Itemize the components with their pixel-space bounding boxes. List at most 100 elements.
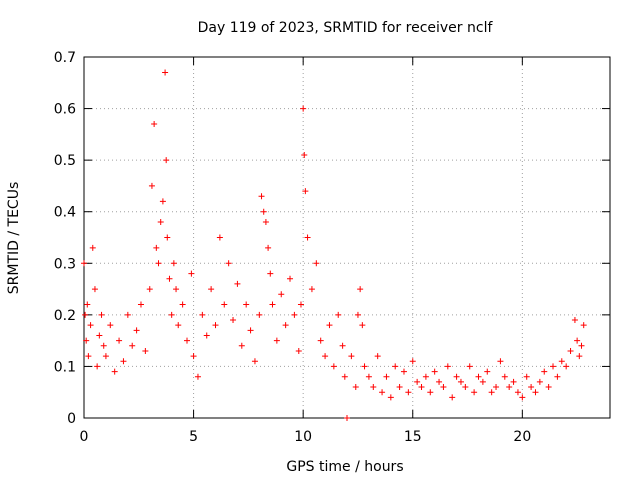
- grid: [84, 57, 610, 418]
- data-point: [322, 353, 329, 360]
- y-tick-label: 0.1: [54, 359, 76, 375]
- data-point: [163, 157, 170, 164]
- data-point: [133, 327, 140, 334]
- data-point: [89, 244, 96, 251]
- data-point: [170, 260, 177, 267]
- data-point: [282, 322, 289, 329]
- chart-title: Day 119 of 2023, SRMTID for receiver ncl…: [198, 20, 494, 36]
- data-point: [302, 188, 309, 195]
- data-point: [422, 373, 429, 380]
- data-point: [580, 322, 587, 329]
- data-point: [173, 286, 180, 293]
- data-point: [260, 208, 267, 215]
- data-point: [418, 384, 425, 391]
- data-point: [523, 373, 530, 380]
- data-point: [479, 378, 486, 385]
- data-point: [212, 322, 219, 329]
- x-tick-label: 15: [404, 429, 422, 445]
- data-point: [317, 337, 324, 344]
- data-point: [100, 342, 107, 349]
- data-point: [151, 121, 158, 128]
- data-point: [107, 322, 114, 329]
- data-point: [159, 198, 166, 205]
- data-point: [471, 389, 478, 396]
- data-point: [341, 373, 348, 380]
- data-point: [278, 291, 285, 298]
- data-point: [414, 378, 421, 385]
- data-point: [308, 286, 315, 293]
- y-axis-label: SRMTID / TECUs: [6, 182, 22, 295]
- data-point: [462, 384, 469, 391]
- data-point: [267, 270, 274, 277]
- data-point: [506, 384, 513, 391]
- data-point: [541, 368, 548, 375]
- data-point: [501, 373, 508, 380]
- data-point: [164, 234, 171, 241]
- data-point: [453, 373, 460, 380]
- data-point: [313, 260, 320, 267]
- data-point: [301, 151, 308, 158]
- data-point: [238, 342, 245, 349]
- data-point: [175, 322, 182, 329]
- data-point: [576, 353, 583, 360]
- data-point: [514, 389, 521, 396]
- data-point: [273, 337, 280, 344]
- data-point: [326, 322, 333, 329]
- data-point: [339, 342, 346, 349]
- data-point: [225, 260, 232, 267]
- data-point: [571, 317, 578, 324]
- axis-ticks: 0 0.1 0.2 0.3 0.4 0.5 0.6 0.7 0 5 10 15 20: [54, 50, 610, 445]
- data-point: [188, 270, 195, 277]
- data-point: [488, 389, 495, 396]
- data-point: [400, 368, 407, 375]
- y-tick-label: 0.7: [54, 50, 76, 66]
- y-tick-label: 0: [67, 411, 76, 427]
- data-point: [251, 358, 258, 365]
- data-point: [194, 373, 201, 380]
- data-point: [374, 353, 381, 360]
- data-point: [137, 301, 144, 308]
- y-tick-label: 0.6: [54, 102, 76, 118]
- data-point: [243, 301, 250, 308]
- data-point: [208, 286, 215, 293]
- data-point: [116, 337, 123, 344]
- data-point: [359, 322, 366, 329]
- y-tick-label: 0.3: [54, 256, 76, 272]
- plot-frame: [83, 56, 611, 419]
- x-tick-label: 5: [189, 429, 198, 445]
- y-tick-label: 0.2: [54, 308, 76, 324]
- y-tick-label: 0.5: [54, 153, 76, 169]
- data-point: [554, 373, 561, 380]
- data-point: [536, 378, 543, 385]
- data-point: [82, 311, 89, 318]
- data-point: [578, 342, 585, 349]
- data-point: [440, 384, 447, 391]
- data-point: [444, 363, 451, 370]
- data-point: [297, 301, 304, 308]
- data-point: [199, 311, 206, 318]
- data-point: [256, 311, 263, 318]
- x-tick-label: 0: [80, 429, 89, 445]
- y-tick-label: 0.4: [54, 205, 76, 221]
- data-point: [352, 384, 359, 391]
- data-point: [203, 332, 210, 339]
- data-point: [124, 311, 131, 318]
- data-point: [558, 358, 565, 365]
- data-point: [330, 363, 337, 370]
- data-point: [98, 311, 105, 318]
- data-points: [81, 69, 587, 421]
- data-point: [179, 301, 186, 308]
- data-point: [361, 363, 368, 370]
- data-point: [300, 105, 307, 112]
- data-point: [387, 394, 394, 401]
- data-point: [221, 301, 228, 308]
- data-point: [493, 384, 500, 391]
- data-point: [383, 373, 390, 380]
- data-point: [475, 373, 482, 380]
- data-point: [269, 301, 276, 308]
- data-point: [184, 337, 191, 344]
- data-point: [497, 358, 504, 365]
- data-point: [83, 337, 90, 344]
- data-point: [94, 363, 101, 370]
